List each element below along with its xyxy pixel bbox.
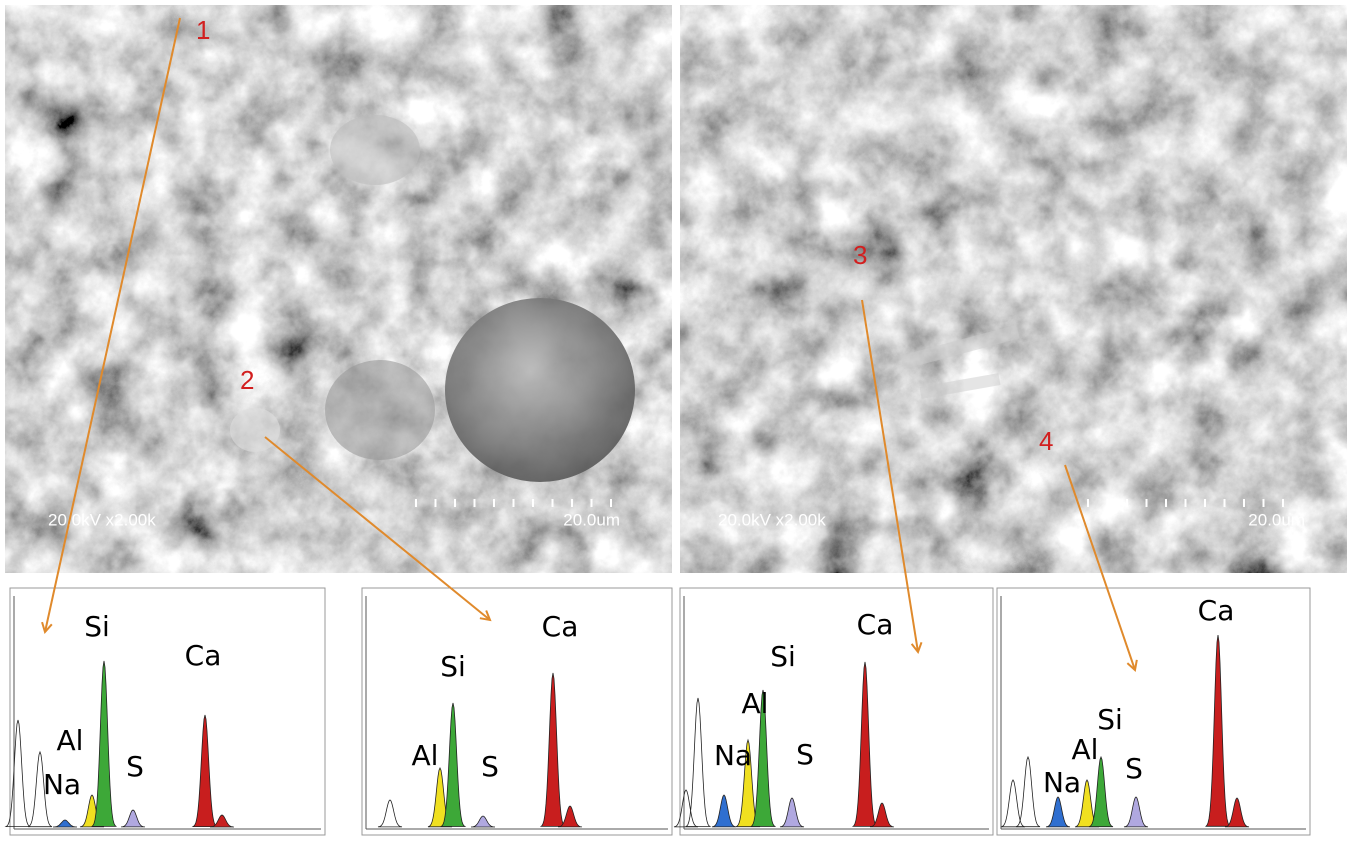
element-label: Si xyxy=(84,610,110,643)
point-label: 3 xyxy=(853,240,867,270)
element-label: Al xyxy=(742,687,769,720)
element-label: Ca xyxy=(857,608,894,641)
sem-image-right xyxy=(680,5,1347,573)
element-label: S xyxy=(796,738,814,771)
point-label: 4 xyxy=(1039,426,1053,456)
spectrum-panel xyxy=(680,588,993,835)
element-label: Al xyxy=(1072,733,1099,766)
point-label: 2 xyxy=(240,365,254,395)
point-label: 1 xyxy=(196,15,210,45)
element-label: Si xyxy=(1097,703,1123,736)
element-label: S xyxy=(126,750,144,783)
element-label: Al xyxy=(412,739,439,772)
element-label: Ca xyxy=(1198,594,1235,627)
element-label: S xyxy=(1125,752,1143,785)
element-label: Ca xyxy=(185,639,222,672)
scale-label: 20.0um xyxy=(563,510,620,529)
element-label: S xyxy=(481,750,499,783)
element-label: Na xyxy=(714,739,752,772)
sem-info: 20.0kV x2.00k xyxy=(718,510,826,529)
element-label: Al xyxy=(57,724,84,757)
spectrum-panel xyxy=(362,588,672,835)
element-label: Si xyxy=(440,650,466,683)
element-label: Na xyxy=(1043,766,1081,799)
scale-label: 20.0um xyxy=(1248,510,1305,529)
sem-info: 20.0kV x2.00k xyxy=(48,510,156,529)
figure: 20.0kV x2.00k 20.0um 20.0kV x2.00k 20.0u… xyxy=(0,0,1354,843)
element-label: Ca xyxy=(542,610,579,643)
sem-image-left xyxy=(5,5,672,573)
element-label: Na xyxy=(43,768,81,801)
element-label: Si xyxy=(770,640,796,673)
